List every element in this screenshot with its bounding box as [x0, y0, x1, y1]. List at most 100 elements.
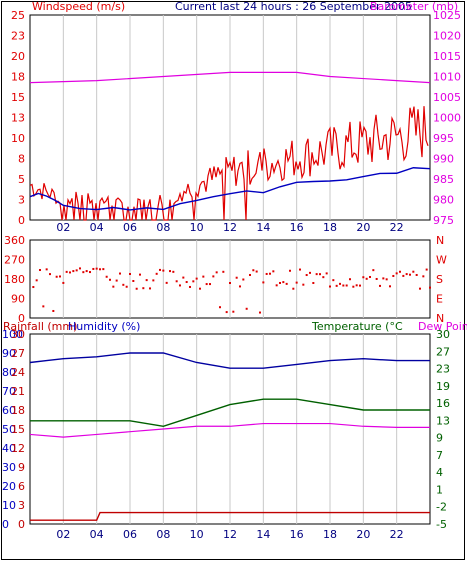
temperature-tick-label: 19	[436, 380, 450, 393]
temperature-tick-label: 1	[436, 483, 443, 496]
direction-point	[65, 270, 68, 273]
direction-point	[55, 275, 58, 278]
barometer-tick-label: 980	[433, 194, 454, 207]
compass-tick-label: N	[436, 234, 444, 247]
direction-point	[245, 307, 248, 310]
direction-point	[392, 274, 395, 277]
direction-point	[362, 276, 365, 279]
direction-point	[232, 310, 235, 313]
direction-point	[42, 305, 45, 308]
direction-point	[142, 287, 145, 290]
direction-point	[369, 275, 371, 278]
humidity-tick-label: 6	[18, 480, 25, 493]
rainfall-tick-label: 70	[2, 385, 16, 398]
direction-point	[195, 277, 198, 280]
barometer-axis-title: Barometer (mb)	[370, 0, 458, 13]
x-tick-label: 22	[390, 528, 404, 541]
direction-point	[82, 271, 85, 274]
barometer-tick-label: 995	[433, 132, 454, 145]
direction-point	[155, 272, 158, 275]
humidity-tick-label: 30	[11, 328, 25, 341]
direction-point	[129, 272, 131, 275]
direction-point	[409, 273, 411, 276]
x-tick-label: 08	[156, 221, 170, 234]
rainfall-axis-title: Rainfall (mm)	[3, 320, 77, 333]
direction-point	[119, 272, 121, 275]
direction-point	[309, 271, 311, 274]
direction-point	[162, 269, 165, 272]
direction-point	[312, 281, 315, 284]
compass-tick-label: N	[436, 312, 444, 325]
x-tick-label: 14	[256, 528, 270, 541]
barometer-tick-label: 1020	[433, 30, 461, 43]
humidity-tick-label: 18	[11, 404, 25, 417]
barometer-tick-label: 1005	[433, 91, 461, 104]
direction-point	[169, 270, 171, 273]
direction-point	[45, 268, 48, 271]
x-tick-label: 06	[123, 221, 137, 234]
direction-point	[35, 279, 38, 282]
x-tick-label: 02	[56, 528, 70, 541]
direction-tick-label: 0	[18, 312, 25, 325]
direction-point	[132, 279, 135, 282]
dewpoint-line	[29, 422, 430, 438]
barometer-tick-label: 1010	[433, 71, 461, 84]
direction-point	[372, 269, 375, 272]
x-tick-label: 08	[156, 528, 170, 541]
direction-point	[52, 309, 55, 312]
direction-tick-label: 270	[4, 254, 25, 267]
series-layer	[29, 71, 431, 521]
rainfall-tick-label: 0	[2, 518, 9, 531]
x-tick-label: 10	[190, 528, 204, 541]
direction-point	[319, 273, 321, 276]
direction-point	[202, 275, 205, 278]
humidity-tick-label: 3	[18, 499, 25, 512]
temperature-tick-label: 27	[436, 345, 450, 358]
temperature-tick-label: 9	[436, 432, 443, 445]
direction-point	[185, 281, 188, 284]
wind-tick-label: 15	[11, 91, 25, 104]
direction-point	[412, 270, 415, 273]
direction-point	[315, 273, 318, 276]
direction-point	[262, 281, 265, 284]
direction-point	[152, 279, 155, 282]
rainfall-tick-label: 50	[2, 423, 16, 436]
direction-point	[329, 285, 331, 288]
wind-tick-label: 13	[11, 112, 25, 125]
rainfall-tick-label: 100	[2, 328, 23, 341]
direction-point	[225, 311, 228, 314]
temperature-tick-label: -2	[436, 501, 447, 514]
humidity-axis-title: Humidity (%)	[68, 320, 140, 333]
direction-point	[179, 284, 181, 287]
direction-point	[382, 277, 385, 280]
barometer-tick-label: 975	[433, 214, 454, 227]
wind-tick-label: 5	[18, 173, 25, 186]
direction-point	[249, 273, 251, 276]
direction-point	[39, 269, 41, 272]
direction-point	[135, 287, 138, 290]
grid-lines	[62, 15, 398, 524]
direction-point	[125, 285, 128, 288]
direction-tick-label: 180	[4, 273, 25, 286]
direction-point	[92, 267, 95, 270]
direction-point	[85, 270, 88, 273]
x-tick-label: 18	[323, 221, 337, 234]
temperature-tick-label: 13	[436, 414, 450, 427]
temperature-tick-label: 16	[436, 397, 450, 410]
direction-point	[305, 274, 308, 277]
compass-tick-label: E	[436, 293, 443, 306]
x-tick-label: 10	[190, 221, 204, 234]
rainfall-tick-label: 20	[2, 480, 16, 493]
direction-point	[79, 267, 81, 270]
rainfall-tick-label: 10	[2, 499, 16, 512]
direction-point	[209, 283, 211, 286]
x-tick-label: 12	[223, 221, 237, 234]
wind-tick-label: 8	[18, 153, 25, 166]
direction-point	[115, 279, 118, 282]
direction-point	[165, 281, 168, 284]
direction-point	[159, 268, 161, 271]
direction-point	[235, 276, 238, 279]
rainfall-tick-label: 30	[2, 461, 16, 474]
